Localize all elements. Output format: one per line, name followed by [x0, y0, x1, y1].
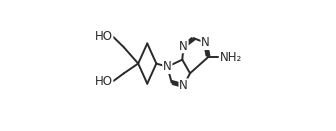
Text: HO: HO: [95, 31, 113, 43]
Text: NH₂: NH₂: [219, 51, 242, 64]
Text: N: N: [179, 40, 188, 53]
Text: N: N: [179, 79, 188, 92]
Text: HO: HO: [95, 75, 113, 88]
Text: N: N: [201, 36, 210, 49]
Text: N: N: [163, 60, 172, 73]
